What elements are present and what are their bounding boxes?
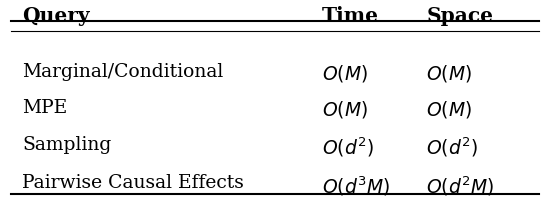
Text: $O(M)$: $O(M)$	[426, 63, 472, 84]
Text: $O(d^2)$: $O(d^2)$	[426, 136, 478, 159]
Text: $O(M)$: $O(M)$	[322, 63, 367, 84]
Text: MPE: MPE	[22, 99, 67, 117]
Text: Query: Query	[22, 6, 90, 26]
Text: Sampling: Sampling	[22, 136, 111, 154]
Text: Marginal/Conditional: Marginal/Conditional	[22, 63, 223, 81]
Text: $O(d^2 M)$: $O(d^2 M)$	[426, 174, 494, 198]
Text: Pairwise Causal Effects: Pairwise Causal Effects	[22, 174, 244, 192]
Text: $O(M)$: $O(M)$	[426, 99, 472, 120]
Text: Time: Time	[322, 6, 379, 26]
Text: $O(d^2)$: $O(d^2)$	[322, 136, 374, 159]
Text: $O(M)$: $O(M)$	[322, 99, 367, 120]
Text: $O(d^3 M)$: $O(d^3 M)$	[322, 174, 390, 198]
Text: Space: Space	[426, 6, 493, 26]
